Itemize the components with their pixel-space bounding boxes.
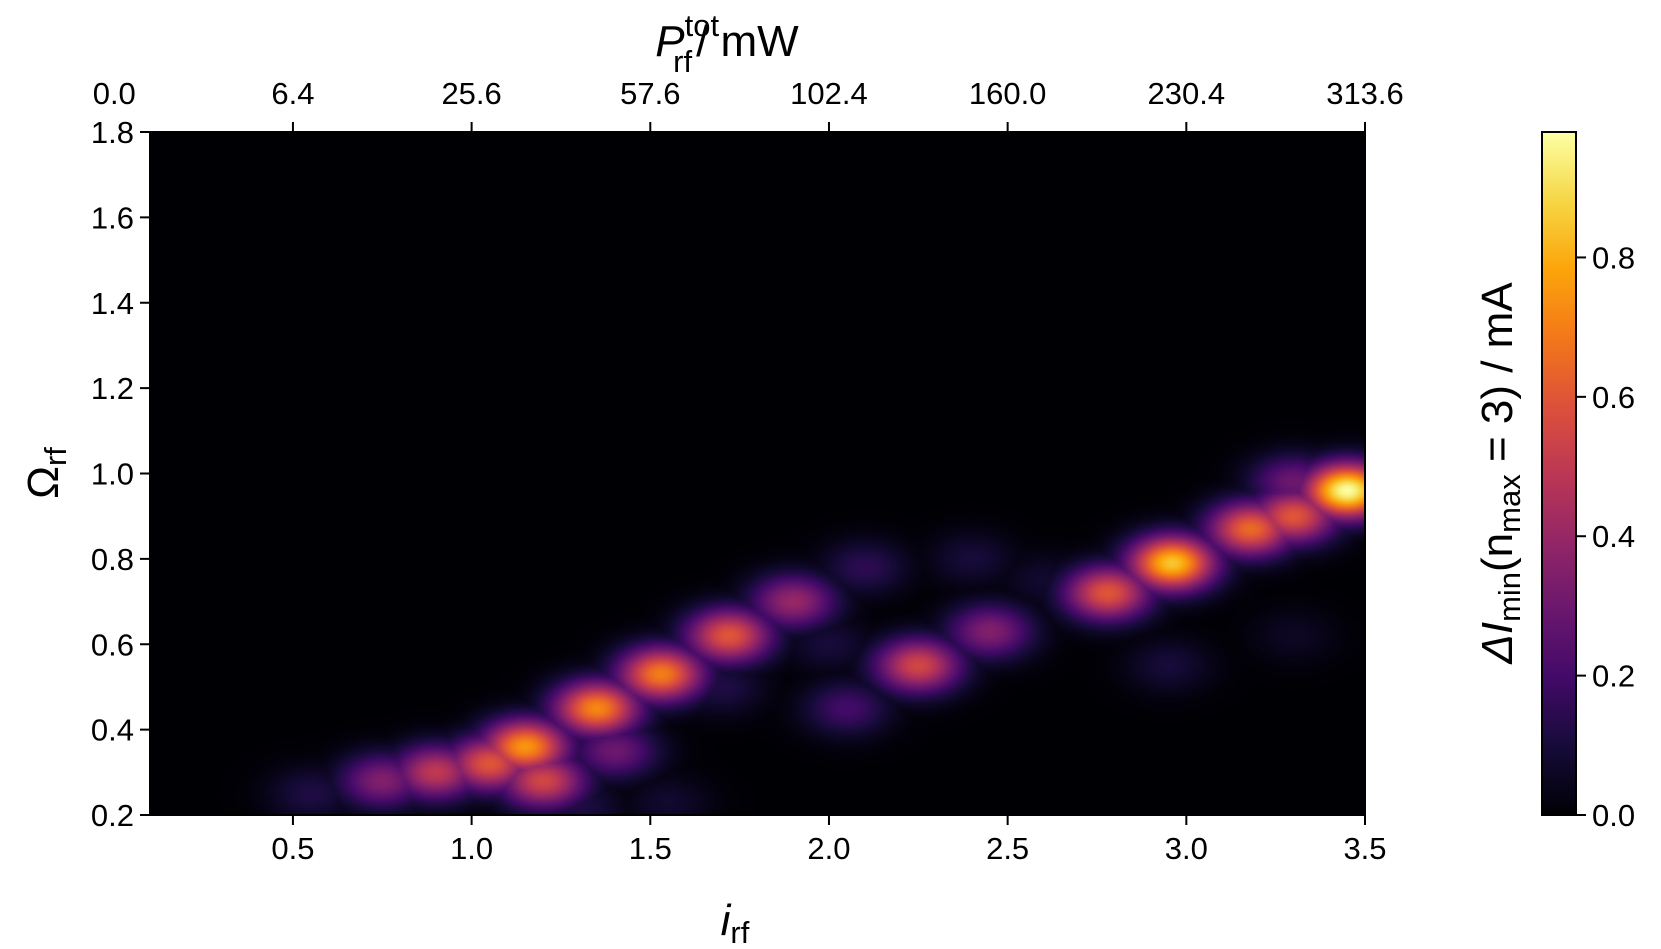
- top-x-tick-label: 313.6: [1326, 76, 1404, 111]
- y-tick-label: 0.8: [91, 542, 134, 577]
- x-tick-label: 0.5: [271, 831, 314, 866]
- top-x-tick-label: 57.6: [620, 76, 680, 111]
- y-tick-label: 0.2: [91, 798, 134, 833]
- x-tick-label: 2.0: [807, 831, 850, 866]
- colorbar-tick-label: 0.2: [1592, 659, 1635, 694]
- colorbar-tick-label: 0.4: [1592, 519, 1635, 554]
- y-tick-label: 0.4: [91, 713, 134, 748]
- top-x-axis-label: Ptot rf/ mW: [655, 8, 799, 79]
- top-x-tick-label: 25.6: [441, 76, 501, 111]
- y-axis-label: Ωrf: [19, 447, 73, 499]
- left-y-axis: 0.2 0.4 0.6 0.8 1.0 1.2 1.4 1.6 1.8: [91, 115, 150, 833]
- x-tick-label: 1.5: [629, 831, 672, 866]
- top-x-tick-label: 160.0: [969, 76, 1047, 111]
- colorbar: 0.0 0.2 0.4 0.6 0.8: [1541, 131, 1635, 833]
- top-x-tick-label: 230.4: [1148, 76, 1226, 111]
- heatmap-image: [150, 132, 1365, 815]
- colorbar-tick-label: 0.8: [1592, 240, 1635, 275]
- x-axis-label: irf: [721, 896, 750, 949]
- y-tick-label: 1.6: [91, 200, 134, 235]
- x-tick-label: 3.0: [1165, 831, 1208, 866]
- y-tick-label: 1.4: [91, 286, 134, 321]
- top-x-tick-label: 102.4: [790, 76, 868, 111]
- y-tick-label: 0.6: [91, 627, 134, 662]
- x-tick-label: 3.5: [1343, 831, 1386, 866]
- y-tick-label: 1.0: [91, 457, 134, 492]
- top-x-tick-label: 0.0: [93, 76, 136, 111]
- y-tick-label: 1.8: [91, 115, 134, 150]
- colorbar-axis: 0.0 0.2 0.4 0.6 0.8: [1576, 240, 1635, 833]
- colorbar-gradient: [1541, 131, 1577, 816]
- colorbar-label: ΔImin(nmax = 3) / mA: [1473, 282, 1527, 665]
- y-tick-label: 1.2: [91, 371, 134, 406]
- plot-area: [149, 131, 1366, 816]
- top-x-axis: 0.0 6.4 25.6 57.6 102.4 160.0 230.4 313.6: [93, 76, 1404, 132]
- x-tick-label: 2.5: [986, 831, 1029, 866]
- bottom-x-axis: 0.5 1.0 1.5 2.0 2.5 3.0 3.5: [271, 815, 1387, 866]
- colorbar-tick-label: 0.6: [1592, 380, 1635, 415]
- x-tick-label: 1.0: [450, 831, 493, 866]
- top-x-tick-label: 6.4: [271, 76, 314, 111]
- colorbar-tick-label: 0.0: [1592, 798, 1635, 833]
